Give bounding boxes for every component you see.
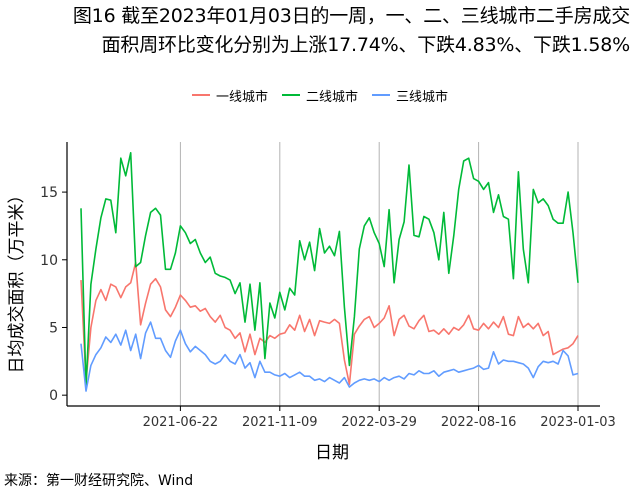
chart-title-line-1: 图16 截至2023年01月03日的一周，一、二、三线城市二手房成交 xyxy=(72,5,630,27)
x-tick-label: 2021-11-09 xyxy=(242,415,318,430)
legend-swatch-tier2 xyxy=(281,94,300,96)
axis-ticks: 2021-06-22 2021-11-09 2022-03-29 2022-08-16… xyxy=(40,185,616,430)
legend-item-tier2: 二线城市 xyxy=(281,86,358,105)
series-line-tier1 xyxy=(80,261,579,386)
legend-label-tier2: 二线城市 xyxy=(305,89,358,105)
y-tick-label: 10 xyxy=(40,253,58,269)
chart-title: 图16 截至2023年01月03日的一周，一、二、三线城市二手房成交 面积周环比… xyxy=(0,2,640,60)
x-tick-label: 2022-03-29 xyxy=(341,415,417,430)
legend-item-tier3: 三线城市 xyxy=(372,86,448,105)
legend-label-tier1: 一线城市 xyxy=(215,89,268,105)
legend-item-tier1: 一线城市 xyxy=(191,86,268,105)
legend-label-tier3: 三线城市 xyxy=(396,89,449,105)
series-lines xyxy=(80,152,579,392)
y-tick-label: 0 xyxy=(49,388,58,404)
legend-swatch-tier1 xyxy=(191,94,210,96)
x-tick-label: 2023-01-03 xyxy=(540,415,616,430)
chart-title-line-2: 面积周环比变化分别为上涨17.74%、下跌4.83%、下跌1.58% xyxy=(101,34,631,56)
y-tick-label: 5 xyxy=(49,320,58,336)
source-note: 来源：第一财经研究院、Wind xyxy=(4,473,194,489)
x-axis-label: 日期 xyxy=(315,443,349,463)
y-tick-label: 15 xyxy=(40,185,58,201)
x-tick-label: 2022-08-16 xyxy=(441,415,517,430)
series-line-tier2 xyxy=(80,152,579,388)
series-line-tier3 xyxy=(80,321,579,392)
x-tick-label: 2021-06-22 xyxy=(143,415,219,430)
y-axis-label: 日均成交面积（万平米） xyxy=(7,187,27,374)
axes xyxy=(66,142,600,407)
chart-legend: 一线城市 二线城市 三线城市 xyxy=(0,84,640,106)
legend-swatch-tier3 xyxy=(372,94,390,96)
grid-lines xyxy=(179,142,579,406)
